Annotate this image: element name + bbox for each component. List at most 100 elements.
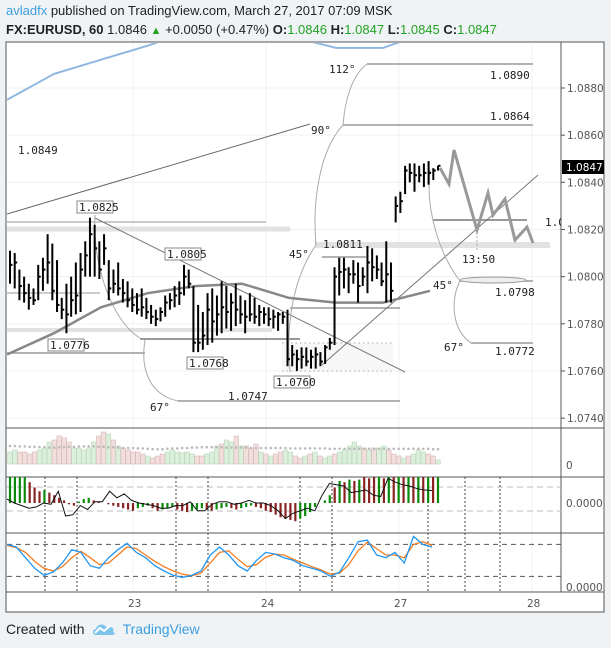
volume-average-dot xyxy=(23,445,27,448)
ohlc-bar xyxy=(248,293,253,322)
level-label: 1.0864 xyxy=(490,110,530,123)
volume-average-dot xyxy=(195,446,199,449)
volume-average-dot xyxy=(343,447,346,451)
ohlc-bar xyxy=(371,248,375,282)
last-price-tag: 1.0847 xyxy=(562,160,604,174)
volume-average-dot xyxy=(18,445,22,448)
ohlc-bar xyxy=(300,347,305,369)
volume-bar xyxy=(145,455,151,465)
volume-average-dot xyxy=(397,447,400,451)
ohlc-bar xyxy=(408,163,413,183)
stochastic-panel xyxy=(6,535,561,579)
ohlc-bar xyxy=(88,217,93,277)
trend-line xyxy=(321,174,539,366)
arc xyxy=(314,124,344,246)
volume-bar xyxy=(302,455,308,465)
volume-average-dot xyxy=(318,447,322,450)
volume-average-dot xyxy=(62,445,66,449)
volume-average-dot xyxy=(116,446,120,449)
volume-bar xyxy=(341,449,348,465)
volume-average-dot xyxy=(185,446,189,450)
volume-bar xyxy=(27,453,33,465)
ohlc-bar xyxy=(253,297,258,324)
ohlc-bar xyxy=(225,286,229,329)
volume-bar xyxy=(159,453,166,465)
ohlc-bar xyxy=(201,312,206,350)
ohlc-bar xyxy=(413,163,417,192)
angle-label: 45° xyxy=(289,248,309,261)
ohlc-bar xyxy=(418,165,422,183)
volume-bar xyxy=(154,455,161,465)
volume-bar xyxy=(410,453,417,465)
volume-average-dot xyxy=(303,447,307,450)
volume-bar xyxy=(135,451,141,465)
volume-average-dot xyxy=(313,447,317,450)
ohlc-bar xyxy=(258,304,262,327)
volume-average-dot xyxy=(284,446,287,450)
volume-average-dot xyxy=(52,446,56,449)
ohlc-bar xyxy=(347,267,352,294)
volume-bar xyxy=(194,455,200,465)
volume-average-dot xyxy=(323,447,327,450)
svg-text:1.0825: 1.0825 xyxy=(79,201,119,214)
ohlc-bar xyxy=(385,241,389,303)
ohlc-bar xyxy=(70,276,74,317)
volume-bar xyxy=(66,441,72,465)
volume-bar xyxy=(332,453,338,465)
svg-text:1.0847: 1.0847 xyxy=(566,162,603,174)
published-text: published on TradingView.com, March 27, … xyxy=(50,3,393,18)
volume-average-dot xyxy=(392,447,396,451)
ohlc-bar xyxy=(131,288,135,313)
svg-text:1.0768: 1.0768 xyxy=(189,357,229,370)
volume-bar xyxy=(76,447,82,465)
volume-average-dot xyxy=(244,446,248,449)
volume-bar xyxy=(346,445,353,465)
ohlc-bar xyxy=(342,257,347,289)
volume-bar xyxy=(292,455,298,465)
macd-line xyxy=(6,477,433,520)
volume-bar xyxy=(263,453,269,465)
volume-bar xyxy=(130,451,136,465)
footer: Created with TradingView xyxy=(6,621,200,637)
volume-average-dot xyxy=(102,445,105,449)
volume-bar xyxy=(115,445,121,465)
ohlc-bar xyxy=(183,264,187,296)
volume-average-dot xyxy=(112,445,115,449)
volume-bar xyxy=(218,443,225,465)
time-axis[interactable]: 23 24 27 28 xyxy=(128,598,540,610)
ohlc-bar xyxy=(291,345,295,367)
tradingview-cloud-icon[interactable] xyxy=(91,621,117,637)
ohlc-bar xyxy=(380,262,385,287)
ohlc-bar xyxy=(281,312,286,324)
ohlc-bar xyxy=(427,161,432,185)
arc xyxy=(453,280,472,344)
tradingview-link[interactable]: TradingView xyxy=(122,621,200,637)
volume-average-dot xyxy=(353,447,356,451)
volume-bar xyxy=(140,453,146,465)
volume-average-dot xyxy=(338,447,341,451)
macd-panel xyxy=(6,477,561,592)
ohlc-bar xyxy=(220,281,225,334)
ohlc-bar xyxy=(432,168,436,180)
high-label: H: xyxy=(330,22,345,37)
angle-label: 67° xyxy=(150,401,170,414)
ohlc-bar xyxy=(135,293,140,315)
time-tick-label: 23 xyxy=(128,598,141,610)
volume-average-dot xyxy=(57,445,61,449)
volume-average-dot xyxy=(328,447,332,451)
author-link[interactable]: avladfx xyxy=(6,3,48,18)
volume-average-dot xyxy=(402,447,405,451)
ohlc-bar xyxy=(32,288,37,305)
ohlc-bar xyxy=(305,347,309,367)
svg-text:1.0760: 1.0760 xyxy=(276,376,316,389)
ohlc-bar xyxy=(112,269,116,294)
ohlc-bar xyxy=(46,234,51,284)
ma-blue-line xyxy=(7,43,400,101)
volume-bar xyxy=(282,449,289,465)
ohlc-bar xyxy=(215,295,220,336)
volume-bar xyxy=(223,439,230,465)
price-axis[interactable]: 1.0880 1.0860 1.0840 1.0820 1.0800 1.0780 1.07… xyxy=(561,83,604,425)
volume-bar xyxy=(351,441,357,465)
volume-average-dot xyxy=(421,447,425,451)
